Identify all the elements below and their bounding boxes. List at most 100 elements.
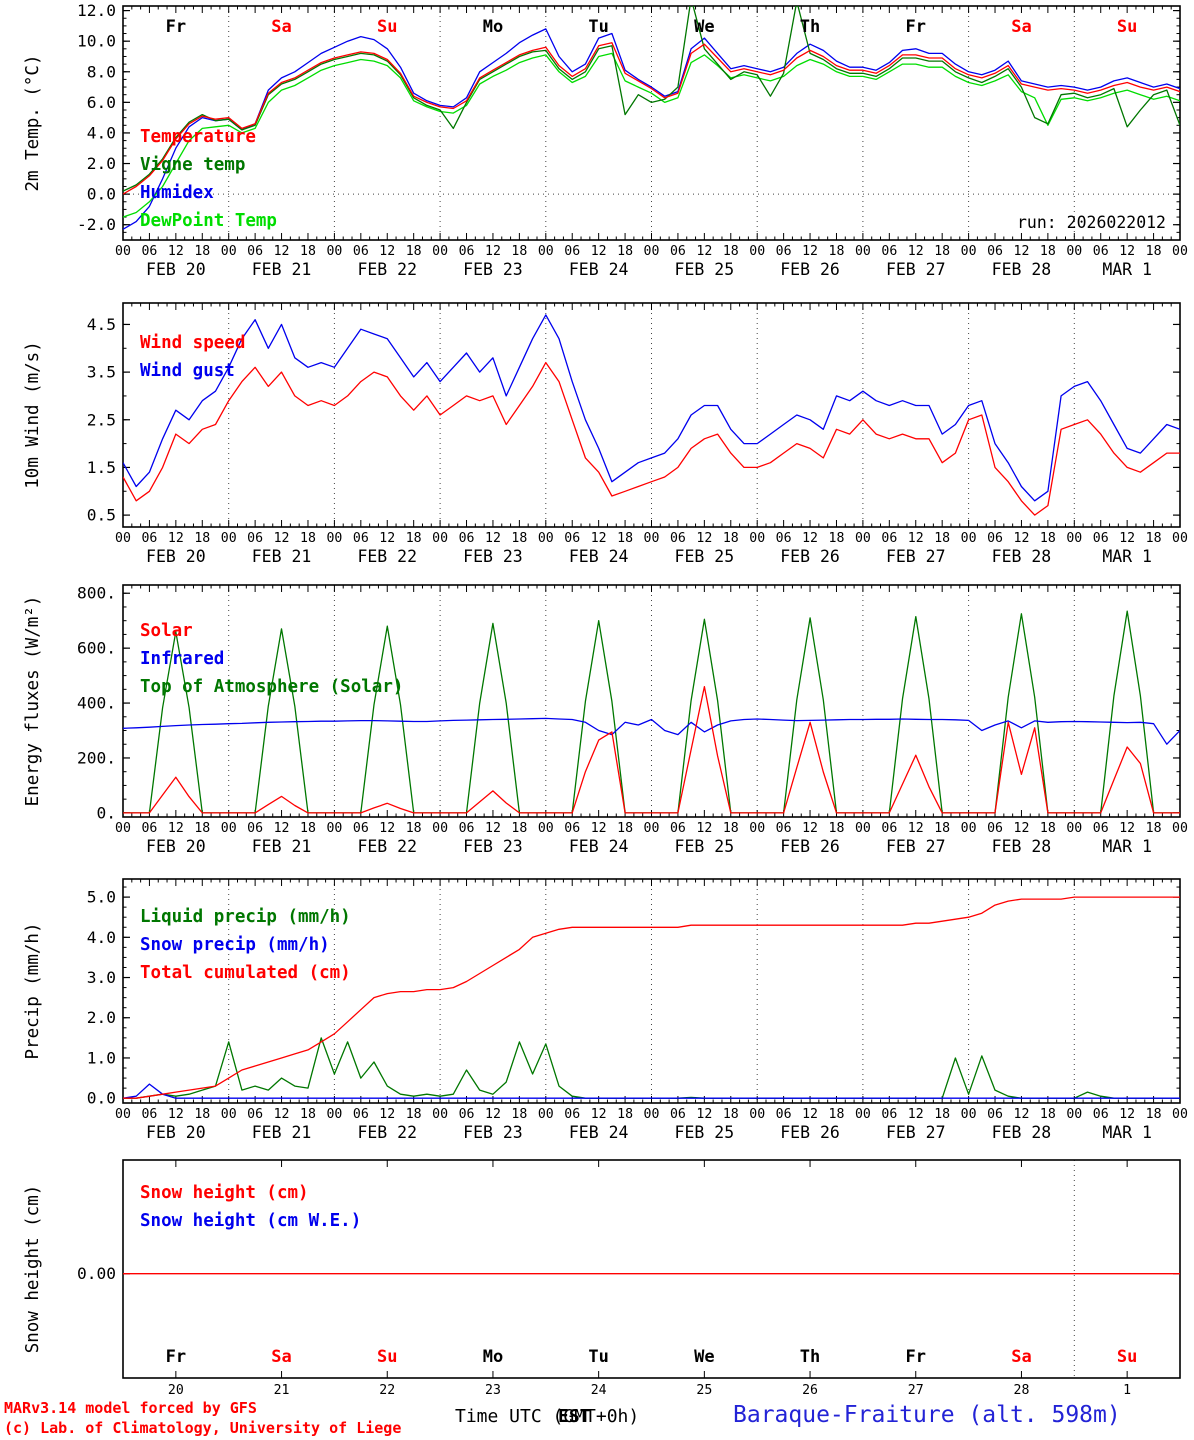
hour-tick-label: 12 [379, 821, 395, 836]
date-label: FEB 26 [780, 1123, 840, 1142]
hour-tick-label: 18 [723, 1107, 739, 1122]
wind-series-group [123, 314, 1180, 516]
hour-tick-label: 12 [1119, 1107, 1135, 1122]
day-number-label: 1 [1123, 1383, 1131, 1398]
hour-tick-label: 12 [168, 1107, 184, 1122]
plot-frame [122, 878, 1181, 1104]
precip-series-group [123, 896, 1180, 1099]
day-name-label: Sa [1011, 17, 1031, 37]
hour-tick-label: 18 [511, 1107, 527, 1122]
hour-tick-label: 06 [881, 531, 897, 546]
legend-temperature: Temperature [140, 127, 256, 147]
station-title: Baraque-Fraiture (alt. 598m) [733, 1402, 1121, 1428]
time-zone-overlay: EST [558, 1406, 591, 1427]
day-name-label: Su [1117, 1347, 1137, 1367]
hour-tick-label: 18 [1040, 244, 1056, 259]
hour-tick-label: 12 [1014, 531, 1030, 546]
date-label: MAR 1 [1102, 547, 1152, 566]
temperature-series-vigne-temp [123, 6, 1180, 192]
hour-tick-label: 18 [723, 244, 739, 259]
date-label: FEB 27 [886, 837, 946, 856]
day-name-label: Mo [483, 17, 503, 37]
hour-tick-label: 18 [194, 244, 210, 259]
date-label: FEB 28 [992, 1123, 1052, 1142]
date-label: FEB 22 [357, 1123, 417, 1142]
date-label: FEB 21 [252, 260, 312, 279]
hour-tick-label: 00 [749, 244, 765, 259]
hour-tick-label: 18 [300, 244, 316, 259]
wind-series-wind-gust [123, 314, 1180, 502]
hour-tick-label: 06 [141, 244, 157, 259]
hour-tick-label: 06 [459, 1107, 475, 1122]
hour-tick-label: 00 [538, 531, 554, 546]
hour-tick-label: 18 [934, 821, 950, 836]
hour-tick-label: 00 [538, 821, 554, 836]
energy-axis-title: Energy fluxes (W/m²) [23, 596, 43, 807]
hour-tick-label: 18 [511, 244, 527, 259]
y-tick-label: 12.0 [77, 1, 116, 20]
hour-tick-label: 12 [1119, 821, 1135, 836]
credit-line-1: MARv3.14 model forced by GFS [4, 1399, 257, 1417]
hour-tick-label: 00 [115, 244, 131, 259]
temperature-panel: -2.0 0.0 2.0 4.0 6.0 8.0 10.0 12.0 Temperature Vi… [23, 1, 1188, 279]
hour-tick-label: 12 [591, 244, 607, 259]
date-label: FEB 25 [675, 547, 735, 566]
date-label: FEB 21 [252, 1123, 312, 1142]
y-tick-label: 3.5 [87, 363, 116, 382]
hour-tick-label: 18 [300, 821, 316, 836]
hour-tick-label: 06 [670, 821, 686, 836]
hour-tick-label: 00 [1066, 531, 1082, 546]
hour-tick-label: 06 [1093, 1107, 1109, 1122]
hour-tick-label: 00 [326, 1107, 342, 1122]
hour-tick-label: 00 [115, 1107, 131, 1122]
date-label: FEB 22 [357, 837, 417, 856]
hour-tick-label: 00 [855, 821, 871, 836]
temperature-series-humidex [123, 28, 1180, 230]
hour-tick-label: 00 [221, 821, 237, 836]
day-name-label: Fr [166, 1347, 186, 1367]
y-tick-label: 0.5 [87, 506, 116, 525]
legend-snow-height-cm-w-e-: Snow height (cm W.E.) [140, 1211, 361, 1231]
hour-tick-label: 12 [802, 821, 818, 836]
wind-series-wind-speed [123, 361, 1180, 516]
date-label: FEB 26 [780, 837, 840, 856]
y-tick-label: 2.0 [87, 1008, 116, 1027]
precip-panel: 0.0 1.0 2.0 3.0 4.0 5.0 Liquid precip (mm/h) Sn… [23, 878, 1188, 1142]
hour-tick-label: 00 [221, 1107, 237, 1122]
hour-tick-label: 00 [855, 531, 871, 546]
hour-tick-label: 18 [1040, 821, 1056, 836]
day-number-label: 28 [1014, 1383, 1030, 1398]
day-name-label: Mo [483, 1347, 503, 1367]
y-tick-label: 800. [77, 584, 116, 603]
hour-tick-label: 00 [432, 531, 448, 546]
date-label: MAR 1 [1102, 260, 1152, 279]
hour-tick-label: 12 [274, 821, 290, 836]
energy-panel: 0. 200. 400. 600. 800. Solar Infrared Top of At… [23, 584, 1188, 856]
temperature-series-temperature [123, 42, 1180, 195]
hour-tick-label: 00 [432, 821, 448, 836]
legend-infrared: Infrared [140, 649, 224, 669]
day-name-label: Tu [588, 17, 608, 37]
date-label: FEB 20 [146, 260, 206, 279]
plot-frame [122, 5, 1181, 241]
hour-tick-label: 18 [829, 821, 845, 836]
hour-tick-label: 12 [802, 1107, 818, 1122]
day-number-label: 27 [908, 1383, 924, 1398]
hour-tick-label: 18 [723, 531, 739, 546]
day-name-label: Su [377, 17, 397, 37]
hour-tick-label: 00 [1066, 244, 1082, 259]
day-number-label: 26 [802, 1383, 818, 1398]
hour-tick-label: 18 [406, 531, 422, 546]
date-label: FEB 21 [252, 837, 312, 856]
hour-tick-label: 00 [644, 1107, 660, 1122]
y-tick-label: 3.0 [87, 968, 116, 987]
hour-tick-label: 00 [538, 1107, 554, 1122]
hour-tick-label: 06 [564, 1107, 580, 1122]
day-name-label: Su [377, 1347, 397, 1367]
y-tick-label: 5.0 [87, 888, 116, 907]
date-label: FEB 25 [675, 1123, 735, 1142]
date-label: FEB 24 [569, 260, 629, 279]
day-name-label: We [694, 1347, 714, 1367]
day-name-label: Su [1117, 17, 1137, 37]
hour-tick-label: 06 [247, 821, 263, 836]
